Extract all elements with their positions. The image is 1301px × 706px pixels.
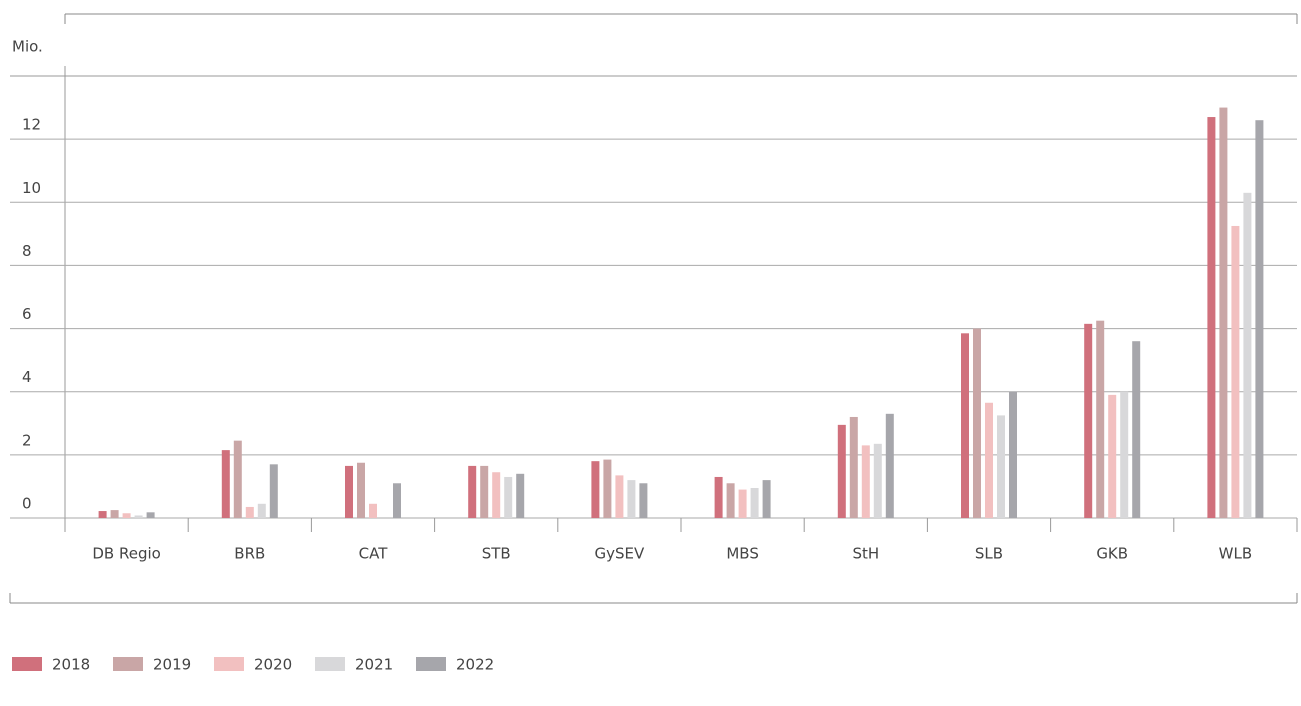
bar [762, 480, 771, 518]
legend-swatch [214, 657, 244, 671]
x-tick-label: CAT [359, 545, 389, 563]
bar [221, 450, 230, 518]
bar [233, 440, 242, 518]
legend-swatch [113, 657, 143, 671]
x-tick-label: GySEV [595, 545, 645, 563]
bar [134, 515, 143, 518]
legend-label: 2018 [52, 656, 90, 674]
bar [603, 459, 612, 518]
legend-swatch [12, 657, 42, 671]
y-tick-label: 8 [22, 242, 32, 260]
bar [122, 513, 131, 518]
x-tick-label: SLB [975, 545, 1003, 563]
bar [357, 462, 365, 518]
bar [1108, 394, 1117, 518]
y-tick-label: 0 [22, 495, 32, 513]
x-tick-label: STB [482, 545, 511, 563]
bar [1231, 225, 1240, 518]
bar [1009, 391, 1017, 518]
y-axis-label: Mio. [12, 38, 43, 56]
legend-swatch [315, 657, 345, 671]
bar [873, 443, 882, 518]
bar [345, 465, 353, 518]
y-tick-label: 4 [22, 368, 32, 386]
x-tick-label: GKB [1096, 545, 1128, 563]
y-tick-label: 2 [22, 431, 32, 449]
bar [492, 472, 501, 518]
bar [639, 483, 648, 518]
bar [1219, 107, 1228, 519]
bar [985, 402, 993, 518]
x-tick-label: DB Regio [92, 545, 160, 563]
bar [591, 461, 600, 518]
bar [627, 480, 636, 518]
legend-label: 2022 [456, 656, 494, 674]
legend-label: 2020 [254, 656, 292, 674]
y-tick-label: 10 [22, 179, 41, 197]
bar [504, 476, 513, 518]
bar [750, 488, 759, 518]
bar [1255, 120, 1264, 518]
bar [480, 465, 489, 518]
bar [516, 473, 525, 518]
bar [726, 483, 735, 518]
x-tick-label: StH [852, 545, 879, 563]
bar [1132, 341, 1141, 518]
bar [714, 476, 723, 518]
bar [961, 333, 969, 518]
x-tick-label: BRB [234, 545, 265, 563]
bar [1084, 323, 1093, 518]
bar [1207, 117, 1216, 519]
bar [393, 483, 401, 518]
y-tick-label: 12 [22, 116, 41, 134]
bar [269, 464, 278, 518]
bar [1243, 192, 1252, 519]
bar [245, 506, 254, 518]
legend-label: 2021 [355, 656, 393, 674]
bar [615, 475, 624, 518]
bar [1120, 391, 1129, 518]
x-tick-label: MBS [726, 545, 759, 563]
bar [110, 510, 119, 518]
bar [1096, 320, 1105, 518]
bar [861, 445, 870, 518]
legend-label: 2019 [153, 656, 191, 674]
bar [468, 465, 477, 518]
bar [837, 424, 846, 518]
bar [98, 511, 107, 518]
y-tick-label: 6 [22, 305, 32, 323]
bar [885, 413, 894, 518]
bar [849, 416, 858, 518]
bar [146, 512, 155, 518]
legend-swatch [416, 657, 446, 671]
bar [369, 503, 377, 518]
bar [973, 328, 981, 518]
x-tick-label: WLB [1219, 545, 1252, 563]
bar [738, 489, 747, 518]
bar [257, 503, 266, 518]
bar [997, 415, 1005, 518]
